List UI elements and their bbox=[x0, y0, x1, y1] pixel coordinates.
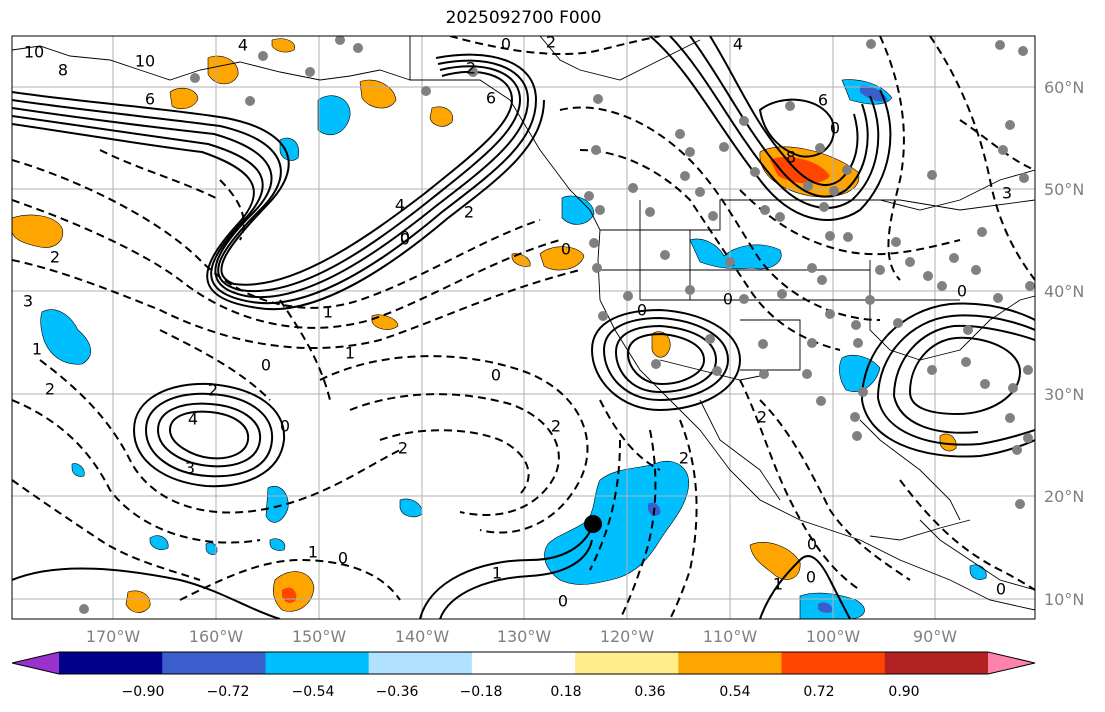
svg-text:2: 2 bbox=[551, 417, 561, 436]
svg-text:10: 10 bbox=[24, 43, 44, 62]
svg-text:0: 0 bbox=[996, 580, 1006, 599]
svg-text:4: 4 bbox=[188, 410, 198, 429]
svg-text:3: 3 bbox=[185, 459, 195, 478]
svg-text:2: 2 bbox=[464, 203, 474, 222]
svg-text:1: 1 bbox=[773, 575, 783, 594]
colorbar bbox=[11, 651, 1036, 675]
svg-text:150°W: 150°W bbox=[292, 627, 347, 646]
svg-text:0: 0 bbox=[558, 592, 568, 611]
svg-text:−0.54: −0.54 bbox=[292, 684, 335, 700]
svg-text:0: 0 bbox=[807, 535, 817, 554]
colorbar-segment bbox=[59, 652, 163, 674]
solid-contours bbox=[12, 36, 1035, 619]
svg-text:0.36: 0.36 bbox=[634, 684, 665, 700]
svg-text:0: 0 bbox=[400, 228, 410, 247]
svg-text:1: 1 bbox=[308, 543, 318, 562]
svg-text:130°W: 130°W bbox=[497, 627, 552, 646]
svg-text:2: 2 bbox=[398, 439, 408, 458]
svg-text:3: 3 bbox=[1002, 184, 1012, 203]
colorbar-segment bbox=[575, 652, 679, 674]
colorbar-tick-labels: −0.90 −0.72 −0.54 −0.36 −0.18 0.18 0.36 … bbox=[122, 684, 920, 700]
storm-center-marker bbox=[584, 515, 602, 533]
svg-text:4: 4 bbox=[238, 36, 248, 55]
svg-text:10°N: 10°N bbox=[1044, 590, 1084, 609]
svg-text:0: 0 bbox=[806, 568, 816, 587]
svg-text:8: 8 bbox=[58, 61, 68, 80]
svg-text:0: 0 bbox=[400, 230, 410, 249]
plot-frame bbox=[11, 35, 1036, 620]
svg-text:2: 2 bbox=[208, 381, 218, 400]
colorbar-segment bbox=[678, 652, 783, 674]
svg-text:6: 6 bbox=[818, 91, 828, 110]
colorbar-segment bbox=[265, 652, 370, 674]
svg-text:1: 1 bbox=[345, 344, 355, 363]
map-title: 2025092700 F000 bbox=[445, 8, 602, 28]
colorbar-segment bbox=[471, 652, 576, 674]
svg-text:0: 0 bbox=[957, 282, 967, 301]
svg-text:−0.18: −0.18 bbox=[460, 684, 503, 700]
svg-text:0.54: 0.54 bbox=[719, 684, 750, 700]
svg-text:2: 2 bbox=[45, 380, 55, 399]
svg-text:40°N: 40°N bbox=[1044, 282, 1084, 301]
svg-text:110°W: 110°W bbox=[703, 627, 758, 646]
svg-text:1: 1 bbox=[323, 303, 333, 322]
svg-text:−0.90: −0.90 bbox=[122, 684, 165, 700]
svg-text:1: 1 bbox=[32, 340, 42, 359]
svg-text:0: 0 bbox=[338, 549, 348, 568]
contour-labels: 10 8 10 6 2 6 4 0 2 4 4 6 8 2 0 1 0 2 0 … bbox=[23, 33, 1012, 611]
colorbar-extend-right bbox=[988, 652, 1035, 674]
svg-text:30°N: 30°N bbox=[1044, 385, 1084, 404]
svg-text:4: 4 bbox=[733, 35, 743, 54]
svg-text:2: 2 bbox=[546, 33, 556, 52]
svg-text:60°N: 60°N bbox=[1044, 78, 1084, 97]
svg-text:−0.36: −0.36 bbox=[376, 684, 419, 700]
svg-text:0.72: 0.72 bbox=[803, 684, 834, 700]
latitude-labels: 60°N 50°N 40°N 30°N 20°N 10°N bbox=[1044, 78, 1084, 609]
svg-text:2: 2 bbox=[679, 449, 689, 468]
svg-text:90°W: 90°W bbox=[913, 627, 957, 646]
svg-text:140°W: 140°W bbox=[395, 627, 450, 646]
svg-text:120°W: 120°W bbox=[600, 627, 655, 646]
svg-text:0: 0 bbox=[637, 301, 647, 320]
svg-text:2: 2 bbox=[50, 248, 60, 267]
svg-text:4: 4 bbox=[395, 196, 405, 215]
svg-text:0: 0 bbox=[491, 366, 501, 385]
svg-text:0: 0 bbox=[830, 119, 840, 138]
colorbar-outline bbox=[11, 651, 1036, 675]
svg-text:1: 1 bbox=[492, 564, 502, 583]
svg-text:170°W: 170°W bbox=[86, 627, 141, 646]
colorbar-segment bbox=[884, 652, 989, 674]
svg-text:50°N: 50°N bbox=[1044, 180, 1084, 199]
svg-text:0: 0 bbox=[501, 35, 511, 54]
station-markers bbox=[79, 36, 1035, 614]
colorbar-extend-left bbox=[12, 652, 59, 674]
svg-text:3: 3 bbox=[23, 292, 33, 311]
colorbar-segment bbox=[368, 652, 473, 674]
svg-text:0: 0 bbox=[561, 240, 571, 259]
svg-text:0.18: 0.18 bbox=[550, 684, 581, 700]
svg-text:0: 0 bbox=[261, 356, 271, 375]
svg-text:100°W: 100°W bbox=[806, 627, 861, 646]
svg-text:8: 8 bbox=[786, 148, 796, 167]
svg-text:0: 0 bbox=[723, 290, 733, 309]
svg-text:160°W: 160°W bbox=[189, 627, 244, 646]
colorbar-segment bbox=[781, 652, 886, 674]
dashed-contours bbox=[12, 36, 1035, 619]
longitude-labels: 170°W 160°W 150°W 140°W 130°W 120°W 110°… bbox=[86, 627, 957, 646]
svg-text:6: 6 bbox=[486, 89, 496, 108]
colorbar-segment bbox=[162, 652, 266, 674]
svg-text:0: 0 bbox=[280, 417, 290, 436]
svg-text:10: 10 bbox=[135, 52, 155, 71]
svg-text:0.90: 0.90 bbox=[888, 684, 919, 700]
svg-text:−0.72: −0.72 bbox=[207, 684, 250, 700]
svg-text:20°N: 20°N bbox=[1044, 487, 1084, 506]
svg-text:6: 6 bbox=[145, 90, 155, 109]
svg-text:2: 2 bbox=[466, 59, 476, 78]
svg-text:2: 2 bbox=[757, 408, 767, 427]
